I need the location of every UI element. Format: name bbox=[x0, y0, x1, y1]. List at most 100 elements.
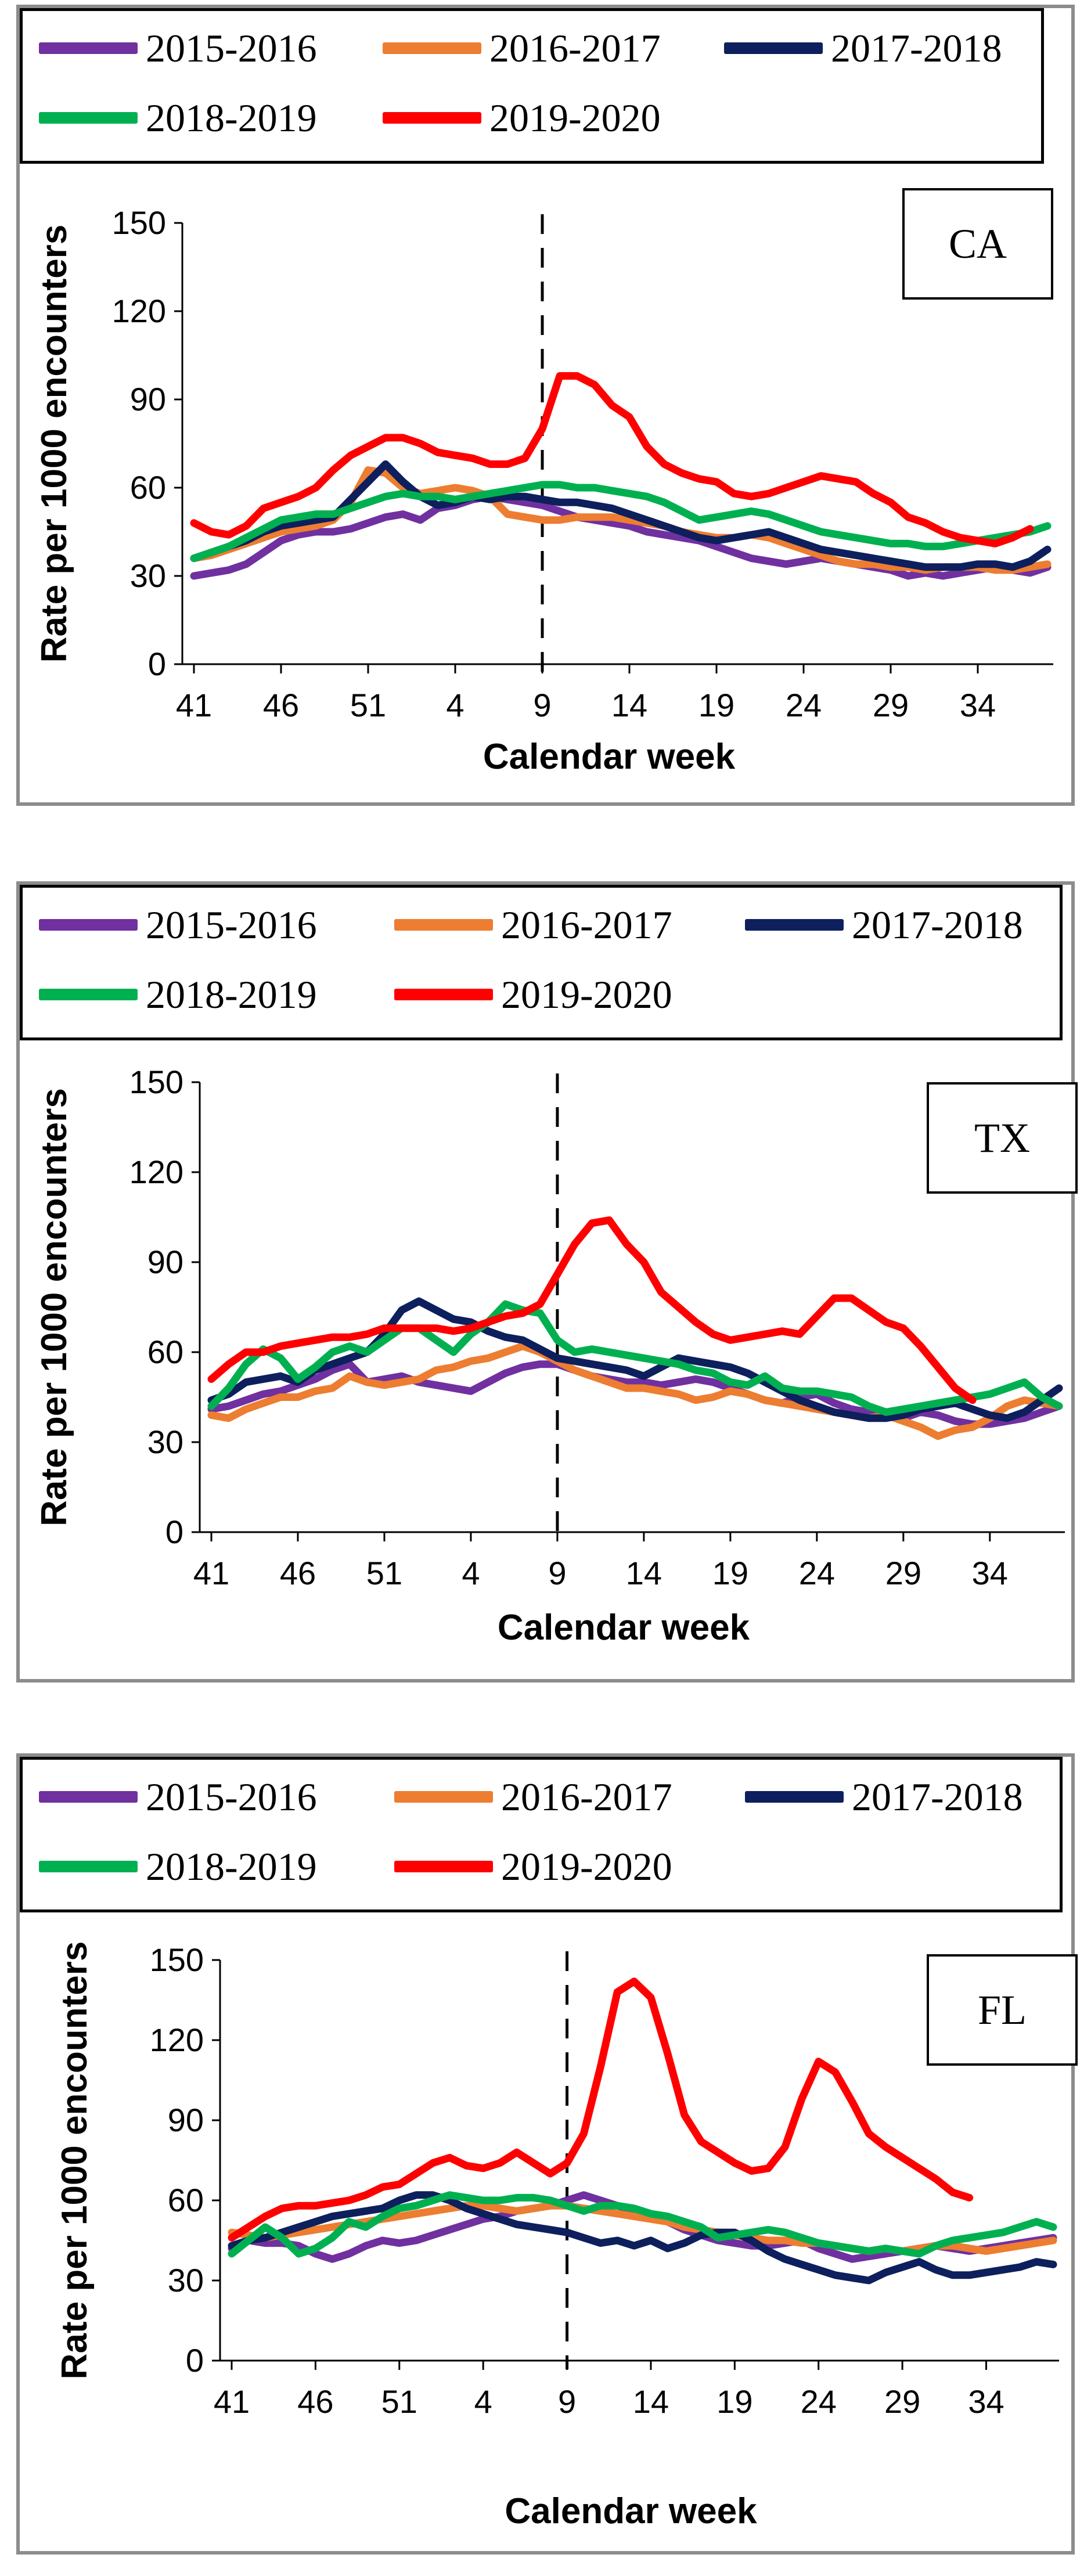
x-tick-label: 14 bbox=[626, 1555, 662, 1591]
legend-label: 2016-2017 bbox=[501, 1774, 672, 1819]
legend-item: 2015-2016 bbox=[39, 19, 317, 77]
x-axis-title: Calendar week bbox=[498, 1608, 750, 1648]
legend-item: 2017-2018 bbox=[724, 19, 1002, 77]
x-tick-label: 41 bbox=[193, 1555, 229, 1591]
x-tick-label: 46 bbox=[297, 2383, 333, 2420]
x-tick-label: 14 bbox=[633, 2383, 669, 2420]
y-tick-label: 60 bbox=[147, 1334, 183, 1370]
legend-swatch bbox=[394, 989, 493, 1000]
x-tick-label: 34 bbox=[960, 687, 996, 723]
y-tick-label: 90 bbox=[147, 1244, 183, 1280]
x-tick-label: 4 bbox=[462, 1555, 480, 1591]
x-tick-label: 46 bbox=[280, 1555, 316, 1591]
legend-swatch bbox=[745, 919, 844, 931]
series-line-2017-2018 bbox=[228, 2191, 1057, 2285]
legend-item: 2016-2017 bbox=[394, 896, 672, 954]
x-axis-title: Calendar week bbox=[483, 737, 736, 777]
y-axis-title: Rate per 1000 encounters bbox=[55, 1941, 95, 2380]
x-tick-label: 29 bbox=[885, 1555, 921, 1591]
x-tick-label: 19 bbox=[712, 1555, 748, 1591]
x-tick-label: 14 bbox=[611, 687, 647, 723]
legend-item: 2015-2016 bbox=[39, 1768, 317, 1826]
legend-swatch bbox=[383, 112, 481, 124]
state-label: CA bbox=[948, 220, 1007, 267]
legend-swatch bbox=[383, 42, 481, 54]
chart-legend: 2015-2016 2016-2017 2017-2018 2018-2019 … bbox=[20, 885, 1063, 1040]
y-tick-label: 150 bbox=[112, 204, 166, 241]
chart-panel-fl: 2015-2016 2016-2017 2017-2018 2018-2019 … bbox=[16, 1753, 1078, 2555]
series-line-2018-2019 bbox=[207, 1300, 1063, 1416]
state-label-box: TX bbox=[927, 1082, 1078, 1194]
legend-item: 2019-2020 bbox=[394, 1838, 672, 1896]
y-tick-label: 150 bbox=[150, 1941, 204, 1978]
legend-label: 2018-2019 bbox=[146, 95, 317, 140]
x-tick-label: 41 bbox=[214, 2383, 250, 2420]
x-tick-label: 51 bbox=[381, 2383, 417, 2420]
y-tick-label: 120 bbox=[129, 1154, 183, 1190]
chart-legend: 2015-2016 2016-2017 2017-2018 2018-2019 … bbox=[20, 8, 1044, 164]
legend-item: 2019-2020 bbox=[383, 89, 661, 147]
legend-label: 2017-2018 bbox=[831, 26, 1002, 70]
x-tick-label: 9 bbox=[548, 1555, 566, 1591]
legend-item: 2019-2020 bbox=[394, 965, 672, 1024]
x-tick-label: 24 bbox=[786, 687, 822, 723]
x-tick-label: 51 bbox=[366, 1555, 402, 1591]
series-line-2016-2017 bbox=[207, 1342, 1063, 1440]
y-tick-label: 120 bbox=[112, 293, 166, 329]
legend-label: 2019-2020 bbox=[489, 95, 661, 140]
x-tick-label: 19 bbox=[698, 687, 734, 723]
y-tick-label: 0 bbox=[186, 2342, 204, 2379]
legend-item: 2017-2018 bbox=[745, 1768, 1023, 1826]
legend-swatch bbox=[39, 112, 138, 124]
legend-swatch bbox=[39, 919, 138, 931]
series-line-2019-2020 bbox=[228, 1977, 974, 2242]
legend-swatch bbox=[394, 1791, 493, 1803]
x-tick-label: 24 bbox=[799, 1555, 835, 1591]
x-tick-label: 51 bbox=[350, 687, 386, 723]
legend-swatch bbox=[39, 1861, 138, 1872]
legend-label: 2019-2020 bbox=[501, 1844, 672, 1889]
y-axis-title: Rate per 1000 encounters bbox=[34, 1088, 74, 1526]
series-line-2018-2019 bbox=[228, 2191, 1057, 2258]
series-line-2019-2020 bbox=[207, 1216, 977, 1404]
y-tick-label: 60 bbox=[168, 2182, 204, 2218]
legend-label: 2015-2016 bbox=[146, 902, 317, 947]
x-axis-title: Calendar week bbox=[505, 2491, 757, 2531]
legend-swatch bbox=[39, 989, 138, 1000]
legend-label: 2016-2017 bbox=[489, 26, 661, 70]
legend-item: 2016-2017 bbox=[383, 19, 661, 77]
y-tick-label: 120 bbox=[150, 2022, 204, 2058]
legend-swatch bbox=[724, 42, 823, 54]
y-tick-label: 30 bbox=[147, 1424, 183, 1460]
x-tick-label: 34 bbox=[972, 1555, 1008, 1591]
legend-item: 2017-2018 bbox=[745, 896, 1023, 954]
y-tick-label: 0 bbox=[165, 1514, 183, 1550]
legend-label: 2017-2018 bbox=[852, 902, 1023, 947]
state-label: TX bbox=[974, 1114, 1030, 1161]
legend-item: 2018-2019 bbox=[39, 965, 317, 1024]
x-tick-label: 19 bbox=[716, 2383, 752, 2420]
x-tick-label: 9 bbox=[533, 687, 551, 723]
legend-swatch bbox=[39, 1791, 138, 1803]
legend-item: 2018-2019 bbox=[39, 89, 317, 147]
y-tick-label: 60 bbox=[130, 469, 166, 506]
x-tick-label: 4 bbox=[446, 687, 464, 723]
chart-panel-tx: 2015-2016 2016-2017 2017-2018 2018-2019 … bbox=[16, 881, 1078, 1682]
x-tick-label: 34 bbox=[968, 2383, 1004, 2420]
y-tick-label: 30 bbox=[130, 557, 166, 594]
legend-label: 2018-2019 bbox=[146, 1844, 317, 1889]
series-line-2018-2019 bbox=[190, 481, 1052, 563]
x-tick-label: 24 bbox=[801, 2383, 837, 2420]
chart-panel-ca: 2015-2016 2016-2017 2017-2018 2018-2019 … bbox=[16, 5, 1075, 806]
x-tick-label: 41 bbox=[176, 687, 212, 723]
series-line-2019-2020 bbox=[190, 372, 1034, 547]
legend-label: 2019-2020 bbox=[501, 972, 672, 1017]
legend-item: 2016-2017 bbox=[394, 1768, 672, 1826]
line-chart-tx: 0 30 60 90 120 150 41 46 51 4 9 14 19 24 29 34 Calendar … bbox=[34, 1064, 1065, 1648]
y-tick-label: 90 bbox=[130, 381, 166, 417]
legend-swatch bbox=[745, 1791, 844, 1803]
line-chart-fl: 0 30 60 90 120 150 41 46 51 4 9 14 19 24 29 34 Calendar … bbox=[55, 1941, 1059, 2531]
legend-swatch bbox=[394, 919, 493, 931]
state-label: FL bbox=[977, 1986, 1027, 2033]
legend-label: 2016-2017 bbox=[501, 902, 672, 947]
